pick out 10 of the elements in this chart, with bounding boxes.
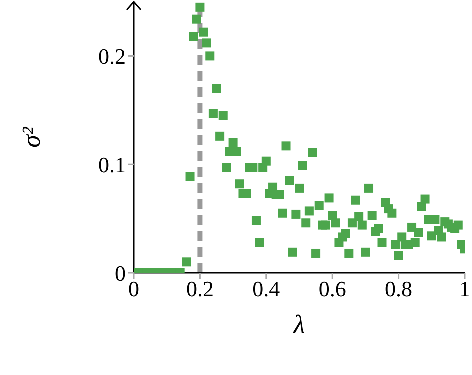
y-tick-label: 0.1 [98,152,126,178]
x-tick-label: 1 [460,276,470,302]
x-tick-label: 0.8 [385,276,413,302]
x-tick-label: 0.6 [318,276,346,302]
x-tick-label: 0.2 [186,276,214,302]
x-axis-title: λ [292,310,306,339]
y-axis-title: σ² [17,126,46,148]
y-tick-label: 0 [115,260,126,286]
y-tick-label: 0.2 [98,44,126,70]
x-tick-label: 0.4 [252,276,280,302]
